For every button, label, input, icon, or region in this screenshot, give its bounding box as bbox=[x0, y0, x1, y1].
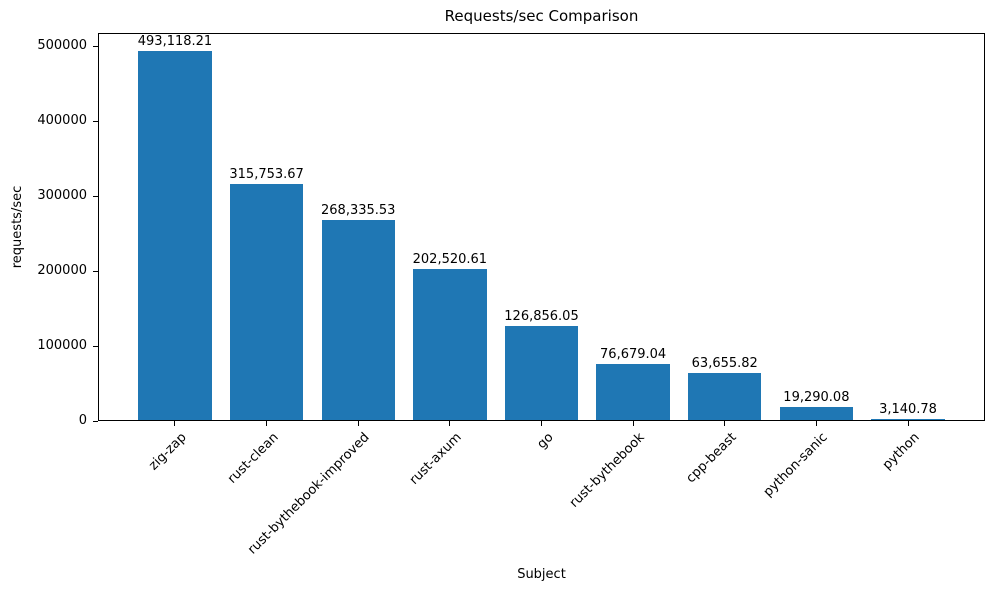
y-tick-label: 400000 bbox=[37, 113, 87, 129]
x-tick-label: cpp-beast bbox=[683, 430, 740, 487]
bar-go bbox=[504, 325, 579, 421]
bar-value-label: 493,118.21 bbox=[137, 34, 213, 50]
x-tick-mark bbox=[449, 421, 451, 426]
x-tick-mark bbox=[815, 421, 817, 426]
x-tick-mark bbox=[266, 421, 268, 426]
x-tick-mark bbox=[724, 421, 726, 426]
x-tick-mark bbox=[907, 421, 909, 426]
bar-value-label: 126,856.05 bbox=[504, 308, 579, 324]
x-tick-label: python bbox=[879, 430, 923, 473]
x-tick-label: rust-axum bbox=[406, 430, 465, 488]
x-tick-label: zig-zap bbox=[146, 430, 190, 474]
x-tick-mark bbox=[174, 421, 176, 426]
bar-zig-zap bbox=[138, 51, 212, 421]
bar-cpp-beast bbox=[688, 373, 762, 421]
x-tick-mark bbox=[632, 421, 634, 426]
y-tick-mark bbox=[93, 45, 98, 47]
bar-rust-bythebook-improved bbox=[321, 219, 395, 421]
x-axis-label: Subject bbox=[517, 567, 566, 582]
y-tick-mark bbox=[93, 270, 98, 272]
chart-title: Requests/sec Comparison bbox=[444, 7, 639, 25]
bar-rust-axum bbox=[413, 269, 487, 421]
bar-python-sanic bbox=[779, 406, 854, 421]
bar-value-label: 63,655.82 bbox=[691, 356, 758, 372]
x-tick-label: python-sanic bbox=[761, 430, 831, 500]
y-tick-mark bbox=[93, 420, 98, 422]
bar-value-label: 3,140.78 bbox=[879, 401, 937, 417]
y-tick-label: 200000 bbox=[37, 263, 87, 279]
y-tick-label: 100000 bbox=[37, 338, 87, 354]
bar-rust-clean bbox=[229, 184, 304, 421]
bar-python bbox=[871, 418, 945, 421]
bar-value-label: 315,753.67 bbox=[229, 167, 304, 183]
y-tick-label: 0 bbox=[78, 413, 87, 428]
y-tick-mark bbox=[93, 195, 98, 197]
bar-value-label: 268,335.53 bbox=[321, 202, 396, 218]
bar-value-label: 19,290.08 bbox=[783, 389, 850, 405]
y-tick-mark bbox=[93, 345, 98, 347]
y-tick-label: 500000 bbox=[37, 38, 87, 54]
x-tick-mark bbox=[357, 421, 359, 426]
x-tick-label: rust-bythebook bbox=[567, 430, 648, 511]
y-tick-mark bbox=[93, 120, 98, 122]
y-tick-label: 300000 bbox=[37, 188, 87, 204]
bar-rust-bythebook bbox=[596, 363, 670, 421]
x-tick-mark bbox=[541, 421, 542, 426]
bar-value-label: 202,520.61 bbox=[412, 252, 488, 268]
x-tick-label: go bbox=[534, 430, 557, 453]
x-tick-label: rust-clean bbox=[224, 430, 282, 487]
bar-value-label: 76,679.04 bbox=[600, 346, 667, 362]
